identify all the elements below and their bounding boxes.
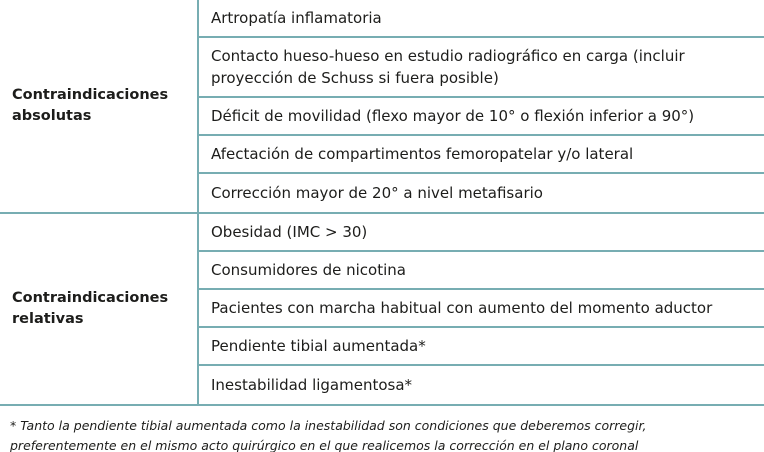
- group-items-absolutas: Artropatía inflamatoria Contacto hueso-h…: [199, 0, 764, 212]
- group-row-absolutas: Contraindicaciones absolutas Artropatía …: [0, 0, 764, 214]
- table-cell: Déficit de movilidad (flexo mayor de 10°…: [199, 98, 764, 136]
- table-cell: Afectación de compartimentos femoropatel…: [199, 136, 764, 174]
- table-cell: Pendiente tibial aumentada*: [199, 328, 764, 366]
- group-label-absolutas: Contraindicaciones absolutas: [0, 0, 199, 212]
- group-items-relativas: Obesidad (IMC > 30) Consumidores de nico…: [199, 214, 764, 404]
- group-label-relativas: Contraindicaciones relativas: [0, 214, 199, 404]
- table-cell: Consumidores de nicotina: [199, 252, 764, 290]
- table-cell: Corrección mayor de 20° a nivel metafisa…: [211, 184, 543, 202]
- table-cell: Obesidad (IMC > 30): [199, 214, 764, 252]
- contraindications-table: Contraindicaciones absolutas Artropatía …: [0, 0, 764, 406]
- group-row-relativas: Contraindicaciones relativas Obesidad (I…: [0, 214, 764, 406]
- table-cell: Pacientes con marcha habitual con aument…: [199, 290, 764, 328]
- table-cell: Contacto hueso-hueso en estudio radiográ…: [199, 38, 764, 98]
- footnote: * Tanto la pendiente tibial aumentada co…: [10, 418, 647, 452]
- table-cell: Inestabilidad ligamentosa*: [211, 376, 413, 394]
- table-cell: Artropatía inflamatoria: [199, 0, 764, 38]
